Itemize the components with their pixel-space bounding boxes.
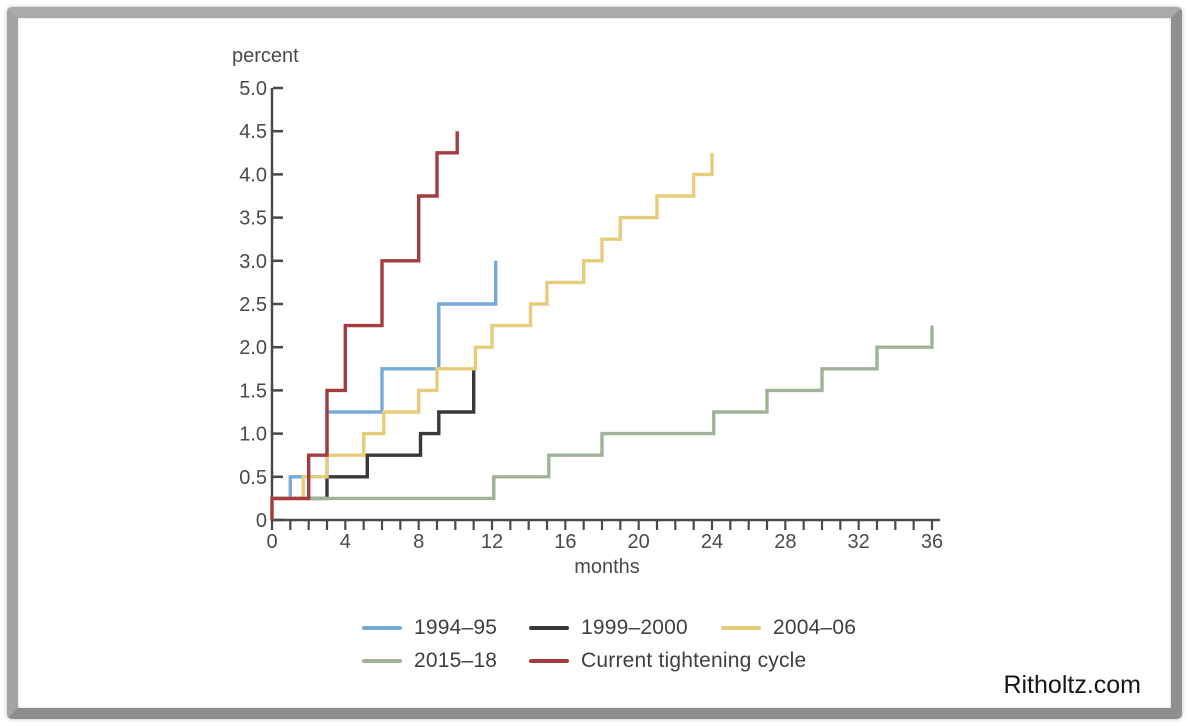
y-tick-label: 1.5 bbox=[239, 380, 267, 402]
series-line-Current tightening cycle bbox=[270, 131, 459, 520]
legend-item: 1999–2000 bbox=[529, 616, 721, 639]
legend-swatch-line bbox=[362, 626, 402, 630]
series-line-2004–06 bbox=[272, 152, 714, 501]
y-tick-label: 0 bbox=[256, 510, 267, 532]
y-tick-label: 4.0 bbox=[239, 164, 267, 186]
legend-swatch-line bbox=[529, 659, 569, 663]
x-tick-label: 32 bbox=[848, 531, 870, 553]
legend-label: 1999–2000 bbox=[581, 616, 688, 639]
series-line-1994–95 bbox=[272, 260, 498, 501]
y-tick-label: 4.5 bbox=[239, 121, 267, 143]
x-axis-title: months bbox=[574, 556, 640, 578]
series-line-1999–2000 bbox=[272, 368, 476, 501]
y-tick-label: 0.5 bbox=[239, 467, 267, 489]
legend-label: 2004–06 bbox=[773, 616, 857, 639]
x-tick-label: 28 bbox=[774, 531, 796, 553]
y-tick-label: 2.0 bbox=[239, 337, 267, 359]
x-tick-label: 0 bbox=[266, 531, 277, 553]
legend-item: 2004–06 bbox=[721, 616, 857, 639]
y-axis: 5.0 4.5 4.0 3.5 3.0 2.5 2.0 1.5 1.0 0.5 0 bbox=[239, 78, 283, 532]
legend-swatch-line bbox=[362, 659, 402, 663]
x-tick-label: 36 bbox=[921, 531, 943, 553]
x-tick-label: 24 bbox=[701, 531, 723, 553]
legend-label: Current tightening cycle bbox=[581, 649, 807, 672]
x-tick-label: 4 bbox=[340, 531, 351, 553]
y-tick-label: 1.0 bbox=[239, 424, 267, 446]
attribution-text: Ritholtz.com bbox=[1003, 671, 1141, 699]
legend-item: Current tightening cycle bbox=[529, 649, 806, 672]
legend-item: 2015–18 bbox=[362, 649, 529, 672]
legend-swatch-line bbox=[721, 626, 761, 630]
legend-label: 1994–95 bbox=[414, 616, 498, 639]
series-line-2015–18 bbox=[272, 325, 934, 501]
y-tick-label: 2.5 bbox=[239, 294, 267, 316]
legend-item: 1994–95 bbox=[362, 616, 529, 639]
legend: 1994–95 1999–2000 2004–06 2015–18 Current ti… bbox=[362, 616, 857, 672]
x-axis: 0 4 8 12 16 20 24 28 32 36 bbox=[266, 518, 943, 553]
plot-lines bbox=[270, 131, 934, 520]
legend-swatch-line bbox=[529, 626, 569, 630]
y-tick-label: 3.0 bbox=[239, 251, 267, 273]
x-tick-label: 16 bbox=[554, 531, 576, 553]
y-axis-title: percent bbox=[232, 45, 299, 67]
legend-label: 2015–18 bbox=[414, 649, 498, 672]
x-tick-label: 20 bbox=[628, 531, 650, 553]
x-tick-label: 12 bbox=[481, 531, 503, 553]
x-tick-label: 8 bbox=[413, 531, 424, 553]
y-tick-label: 5.0 bbox=[239, 78, 267, 100]
y-tick-label: 3.5 bbox=[239, 208, 267, 230]
